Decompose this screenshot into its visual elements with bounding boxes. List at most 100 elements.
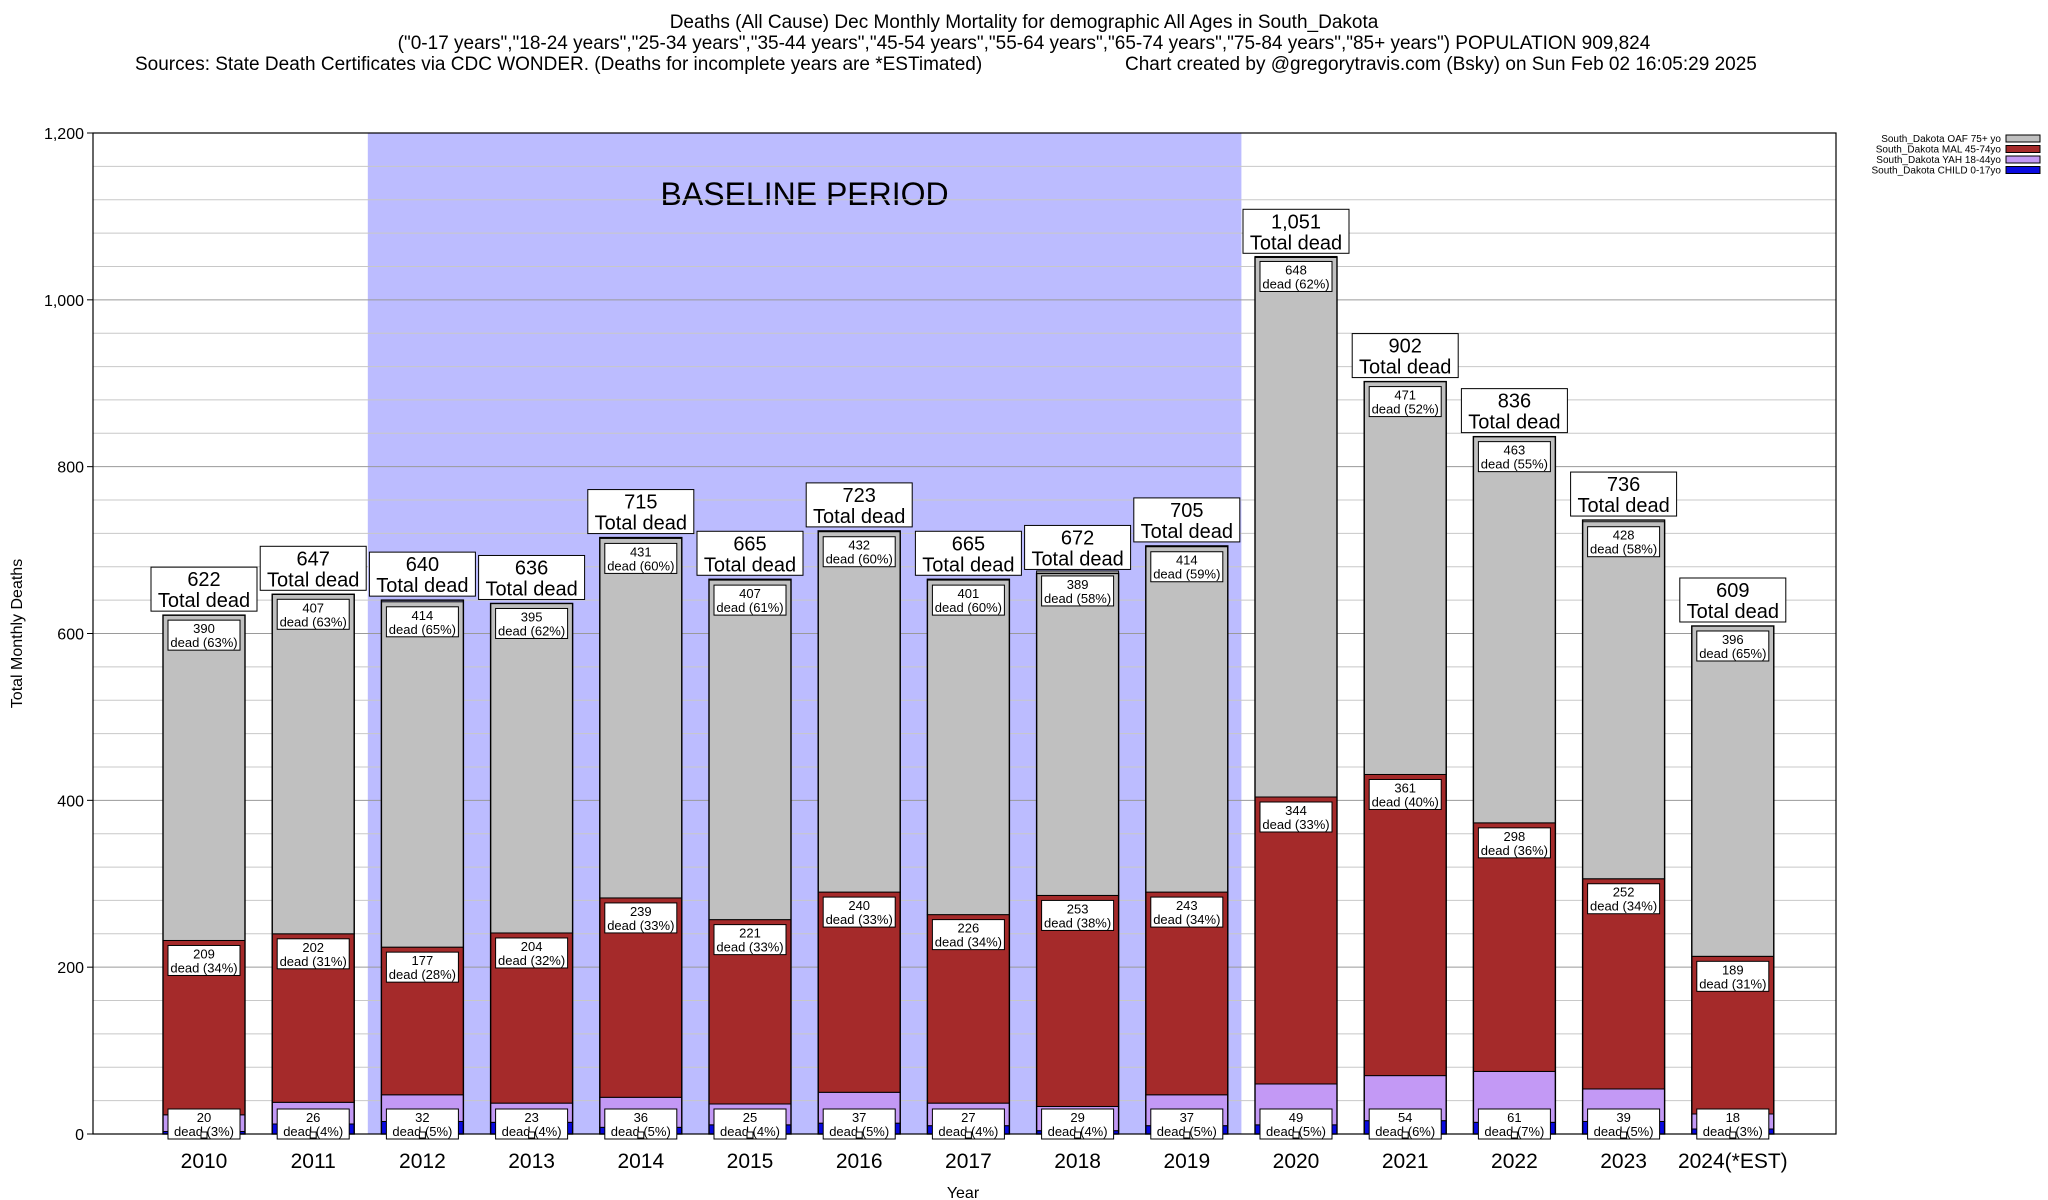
total-label-box xyxy=(259,545,367,591)
child-marker xyxy=(1292,1131,1300,1139)
y-tick-label: 1,000 xyxy=(44,293,84,310)
oaf-label-box xyxy=(822,536,896,568)
mal-label-percent: dead (28%) xyxy=(389,967,456,982)
mal-label-value: 243 xyxy=(1176,898,1198,913)
bar-segment xyxy=(490,602,574,934)
total-caption: Total dead xyxy=(485,578,577,600)
mal-label-percent: dead (31%) xyxy=(1699,976,1766,991)
oaf-label-percent: dead (63%) xyxy=(280,614,347,629)
x-tick-label: 2017 xyxy=(945,1150,992,1173)
yah-label-value: 37 xyxy=(1180,1110,1194,1125)
oaf-label-percent: dead (58%) xyxy=(1044,591,1111,606)
oaf-label-value: 648 xyxy=(1285,262,1307,277)
total-caption: Total dead xyxy=(1031,548,1123,570)
yah-label-box xyxy=(1696,1108,1770,1140)
total-label-box xyxy=(805,482,913,528)
oaf-label-percent: dead (52%) xyxy=(1372,402,1439,417)
bar-segment xyxy=(708,579,792,921)
x-axis-label: Year xyxy=(947,1185,980,1200)
oaf-label-value: 395 xyxy=(521,609,543,624)
x-tick-label: 2019 xyxy=(1163,1150,1210,1173)
mal-label-box xyxy=(385,951,459,983)
y-tick-label: 400 xyxy=(57,793,84,810)
total-label-box xyxy=(696,530,804,576)
bar-segment xyxy=(380,601,464,948)
bar-segment xyxy=(1472,436,1556,824)
bar-segment xyxy=(1363,773,1447,1077)
oaf-label-value: 407 xyxy=(302,600,324,615)
y-axis-label: Total Monthly Deaths xyxy=(9,559,26,708)
chart-sources: Sources: State Death Certificates via CD… xyxy=(135,54,983,75)
y-tick-label: 0 xyxy=(75,1127,84,1144)
total-label-box xyxy=(1351,333,1459,379)
mal-label-value: 202 xyxy=(302,940,324,955)
mal-label-box xyxy=(822,896,896,928)
total-value: 672 xyxy=(1061,527,1094,549)
total-value: 736 xyxy=(1607,474,1640,496)
total-label-box xyxy=(914,530,1022,576)
mal-label-value: 361 xyxy=(1394,780,1416,795)
x-tick-label: 2014 xyxy=(617,1150,664,1173)
mal-label-percent: dead (33%) xyxy=(1262,817,1329,832)
mal-label-percent: dead (40%) xyxy=(1372,794,1439,809)
total-value: 1,051 xyxy=(1271,211,1321,233)
oaf-label-value: 431 xyxy=(630,544,652,559)
x-tick-label: 2016 xyxy=(836,1150,883,1173)
bar-segment xyxy=(271,593,355,935)
oaf-label-box xyxy=(385,606,459,638)
mal-label-value: 204 xyxy=(521,939,543,954)
bar-segment xyxy=(1363,381,1447,775)
oaf-label-value: 428 xyxy=(1613,528,1635,543)
mal-label-box xyxy=(1477,827,1551,859)
total-caption: Total dead xyxy=(813,506,905,528)
total-label-box xyxy=(1133,497,1241,543)
mal-label-value: 189 xyxy=(1722,962,1744,977)
total-label-box xyxy=(587,489,695,535)
total-value: 647 xyxy=(297,548,330,570)
total-value: 836 xyxy=(1498,391,1531,413)
child-marker xyxy=(746,1131,754,1139)
mal-label-box xyxy=(1150,896,1224,928)
total-value: 705 xyxy=(1170,500,1203,522)
oaf-label-box xyxy=(1368,386,1442,418)
mal-label-box xyxy=(931,919,1005,951)
yah-label-value: 29 xyxy=(1070,1110,1084,1125)
mal-label-value: 240 xyxy=(848,898,870,913)
total-caption: Total dead xyxy=(1577,495,1669,517)
x-tick-label: 2020 xyxy=(1273,1150,1320,1173)
total-value: 902 xyxy=(1389,336,1422,358)
x-tick-label: 2010 xyxy=(181,1150,228,1173)
total-label-box xyxy=(150,566,258,612)
legend-label: South_Dakota CHILD 0-17yo xyxy=(1871,166,2001,177)
total-caption: Total dead xyxy=(704,554,796,576)
oaf-label-percent: dead (55%) xyxy=(1481,457,1548,472)
yah-label-value: 36 xyxy=(634,1110,648,1125)
child-marker xyxy=(1729,1131,1737,1139)
total-label-box xyxy=(1460,388,1568,434)
child-marker xyxy=(200,1131,208,1139)
total-value: 723 xyxy=(843,485,876,507)
total-label-box xyxy=(478,554,586,600)
total-caption: Total dead xyxy=(267,569,359,591)
yah-label-value: 18 xyxy=(1726,1110,1740,1125)
oaf-label-value: 471 xyxy=(1394,388,1416,403)
bar-segment xyxy=(599,537,683,899)
mal-label-box xyxy=(713,924,787,956)
yah-label-value: 54 xyxy=(1398,1110,1412,1125)
oaf-label-percent: dead (62%) xyxy=(1262,276,1329,291)
x-tick-label: 2011 xyxy=(291,1150,336,1173)
bar-segment xyxy=(1145,546,1229,893)
yah-label-value: 25 xyxy=(743,1110,757,1125)
oaf-label-percent: dead (60%) xyxy=(826,552,893,567)
oaf-label-box xyxy=(1041,575,1115,607)
chart-title: Deaths (All Cause) Dec Monthly Mortality… xyxy=(669,12,1379,33)
mal-label-percent: dead (34%) xyxy=(170,960,237,975)
mal-label-box xyxy=(1696,960,1770,992)
mal-label-percent: dead (38%) xyxy=(1044,915,1111,930)
x-tick-label: 2024(*EST) xyxy=(1678,1150,1788,1173)
total-label-box xyxy=(1024,524,1132,570)
oaf-label-percent: dead (59%) xyxy=(1153,567,1220,582)
x-tick-label: 2012 xyxy=(399,1150,446,1173)
x-tick-label: 2018 xyxy=(1054,1150,1101,1173)
mal-label-box xyxy=(1587,883,1661,915)
